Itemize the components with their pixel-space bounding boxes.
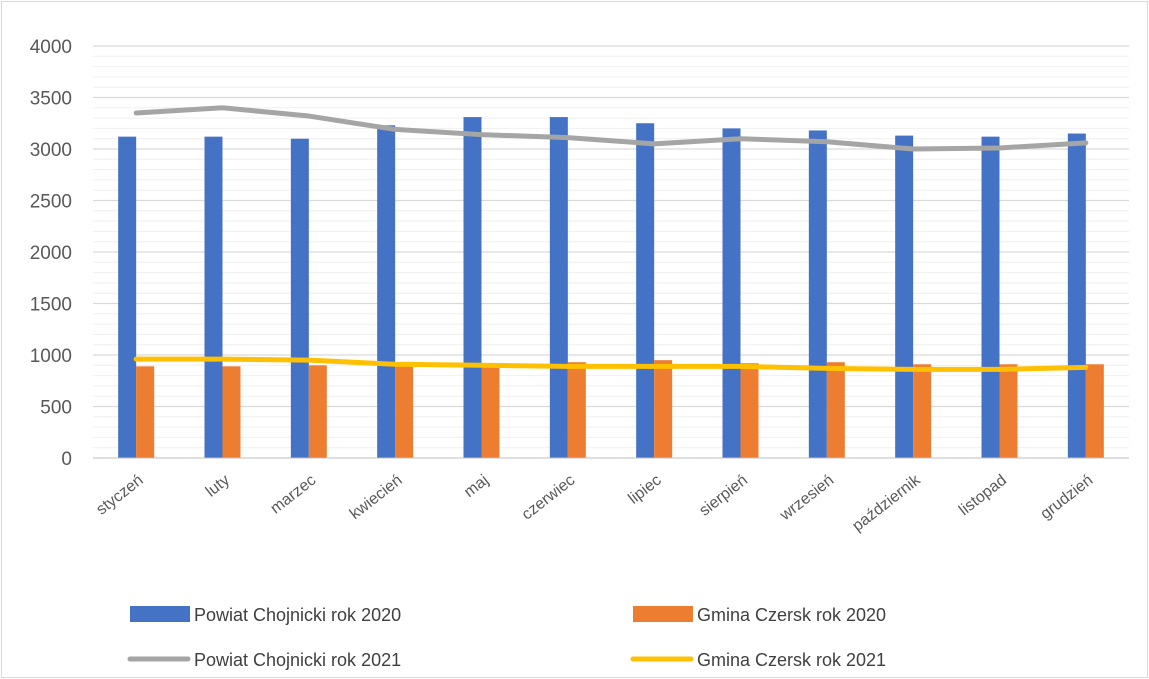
bar-series1: [549, 117, 568, 458]
bar-series1: [636, 123, 655, 458]
bar-series2: [136, 366, 155, 458]
legend-label: Powiat Chojnicki rok 2021: [194, 650, 401, 670]
y-tick-label: 0: [61, 449, 72, 470]
y-tick-label: 500: [40, 398, 72, 419]
bar-series2: [654, 360, 673, 458]
y-tick-label: 1000: [30, 346, 72, 367]
bar-series2: [395, 364, 414, 458]
bar-series1: [722, 128, 741, 458]
legend-label: Gmina Czersk rok 2021: [697, 650, 886, 670]
bar-series2: [913, 364, 932, 458]
legend-label: Powiat Chojnicki rok 2020: [194, 605, 401, 625]
legend: Powiat Chojnicki rok 2020 Gmina Czersk ro…: [127, 605, 886, 670]
bar-series1: [1067, 133, 1086, 459]
gridlines: [93, 45, 1129, 449]
y-tick-label: 4000: [30, 37, 72, 58]
legend-swatch: [130, 606, 190, 622]
y-tick-label: 2500: [30, 192, 72, 213]
bars: [118, 117, 1104, 459]
y-tick-label: 3500: [30, 89, 72, 110]
bar-series1: [981, 136, 1000, 458]
bar-series2: [740, 363, 759, 458]
bar-series1: [377, 125, 396, 458]
bar-series2: [308, 365, 327, 458]
y-tick-label: 3000: [30, 140, 72, 161]
bar-series2: [567, 362, 586, 458]
bar-series2: [481, 363, 500, 458]
bar-series1: [808, 130, 827, 458]
bar-series2: [222, 366, 241, 458]
y-axis-ticks: 0 500 1000 1500 2000 2500 3000 3500 4000: [30, 37, 72, 470]
line-series-4: [133, 356, 1089, 372]
bar-series2: [999, 364, 1018, 458]
lines: [133, 105, 1089, 372]
legend-label: Gmina Czersk rok 2020: [697, 605, 886, 625]
bar-series1: [204, 136, 223, 458]
line-series-3: [133, 105, 1089, 152]
bar-series1: [895, 135, 914, 459]
y-tick-label: 2000: [30, 243, 72, 264]
legend-swatch: [633, 606, 693, 622]
bar-series1: [463, 117, 482, 458]
y-tick-label: 1500: [30, 295, 72, 316]
bar-series2: [1085, 364, 1104, 458]
bar-series2: [826, 362, 845, 458]
bar-series1: [118, 136, 137, 458]
bar-series1: [290, 138, 309, 458]
